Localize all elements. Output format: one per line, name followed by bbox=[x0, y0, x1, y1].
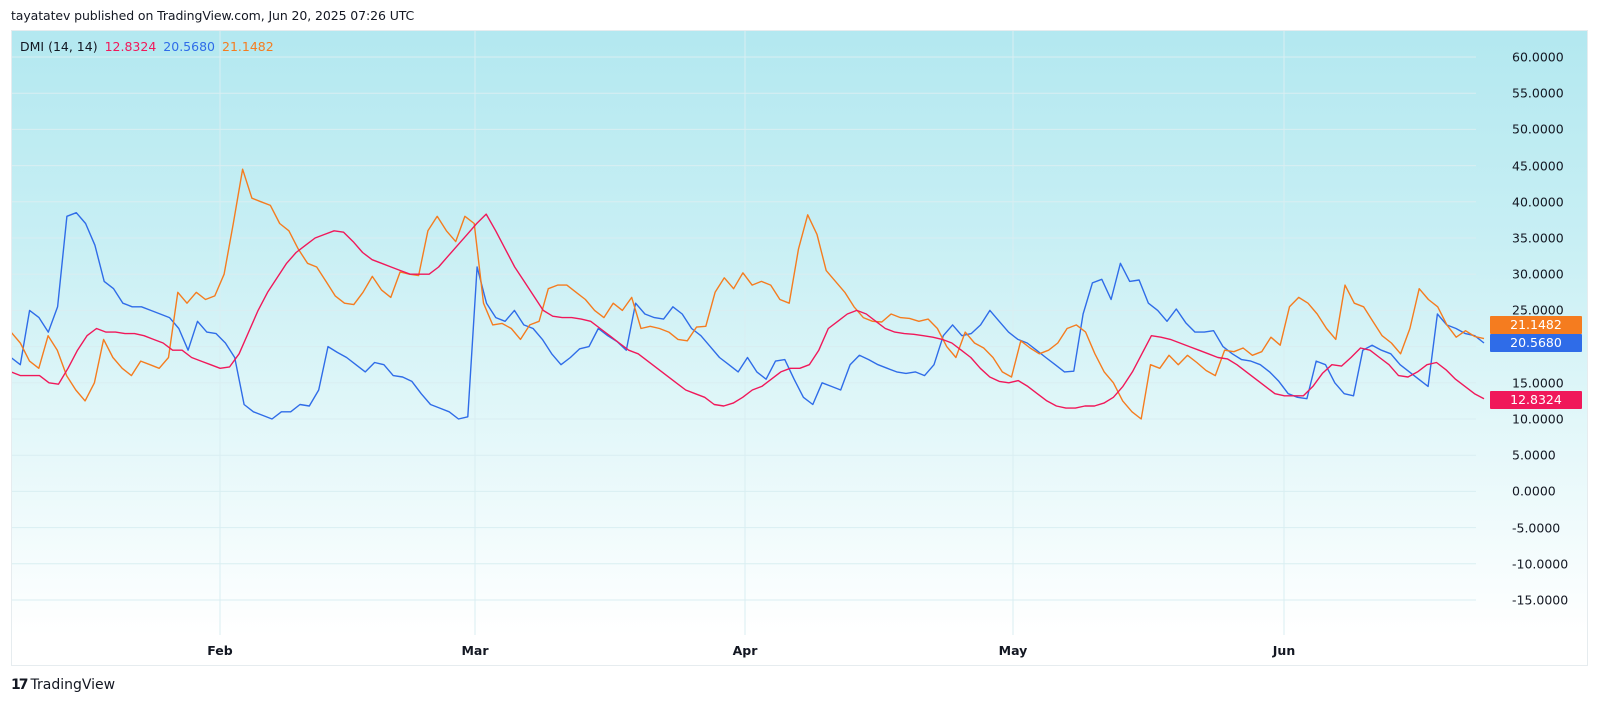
y-axis-tick-label: 60.0000 bbox=[1512, 49, 1564, 65]
y-axis-tick-label: 40.0000 bbox=[1512, 194, 1564, 210]
y-axis-tick-label: 5.0000 bbox=[1512, 447, 1556, 463]
y-axis-tick-label: -10.0000 bbox=[1512, 556, 1569, 572]
y-axis-tick-label: 55.0000 bbox=[1512, 85, 1564, 101]
chart-plot-area[interactable] bbox=[11, 30, 1587, 635]
y-axis-tick-label: 30.0000 bbox=[1512, 266, 1564, 282]
plus-di-price-badge: 20.5680 bbox=[1490, 334, 1582, 352]
footer-brand: 17 TradingView bbox=[11, 677, 115, 693]
brand-name: TradingView bbox=[30, 677, 116, 693]
di-line bbox=[11, 211, 1485, 420]
minus-di-legend-value: 21.1482 bbox=[222, 39, 274, 54]
y-axis-tick-label: 10.0000 bbox=[1512, 411, 1564, 427]
plus-di-legend-value: 20.5680 bbox=[163, 39, 215, 54]
indicator-legend[interactable]: DMI (14, 14) 12.8324 20.5680 21.1482 bbox=[20, 39, 274, 54]
y-axis-tick-label: 15.0000 bbox=[1512, 375, 1564, 391]
y-axis-tick-label: 35.0000 bbox=[1512, 230, 1564, 246]
x-axis-tick-label: Feb bbox=[207, 643, 233, 658]
y-axis-tick-label: 50.0000 bbox=[1512, 121, 1564, 137]
y-axis-tick-label: 0.0000 bbox=[1512, 483, 1556, 499]
x-axis-tick-label: May bbox=[998, 643, 1028, 658]
published-header: tayatatev published on TradingView.com, … bbox=[11, 8, 415, 23]
y-axis-tick-label: -15.0000 bbox=[1512, 592, 1569, 608]
y-axis-tick-label: 25.0000 bbox=[1512, 302, 1564, 318]
minus-di-price-badge: 21.1482 bbox=[1490, 316, 1582, 334]
x-axis-tick-label: Apr bbox=[732, 643, 758, 658]
adx-line bbox=[11, 213, 1485, 409]
x-axis-tick-label: Jun bbox=[1272, 643, 1296, 658]
chart-lines bbox=[11, 30, 1485, 635]
chart-frame bbox=[11, 30, 1588, 666]
di-line bbox=[11, 168, 1485, 420]
x-axis-tick-label: Mar bbox=[461, 643, 489, 658]
adx-price-badge: 12.8324 bbox=[1490, 391, 1582, 409]
adx-legend-value: 12.8324 bbox=[104, 39, 157, 54]
tradingview-logo-icon: 17 bbox=[11, 677, 29, 693]
y-axis-tick-label: -5.0000 bbox=[1512, 520, 1561, 536]
y-axis-tick-label: 45.0000 bbox=[1512, 158, 1564, 174]
indicator-name: DMI (14, 14) bbox=[20, 39, 98, 54]
